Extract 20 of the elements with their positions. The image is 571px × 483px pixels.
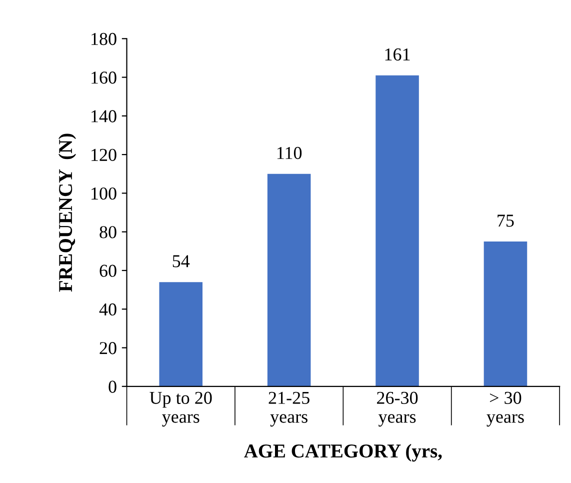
x-tick-label: 21-25 years xyxy=(268,392,310,427)
x-tick-label: Up to 20 years xyxy=(150,392,212,427)
x-axis-title: AGE CATEGORY (yrs, xyxy=(244,444,442,462)
data-label: 161 xyxy=(385,48,410,61)
y-tick-label: 160 xyxy=(92,72,116,84)
y-axis-title: FREQUENCY (N) xyxy=(58,134,76,292)
y-tick-label: 40 xyxy=(99,303,116,316)
x-tick-label: 26-30 years xyxy=(377,392,418,427)
data-label: 54 xyxy=(172,255,190,268)
y-tick-label: 80 xyxy=(100,226,116,238)
y-tick-label: 0 xyxy=(108,380,116,393)
y-tick-label: 60 xyxy=(100,264,116,277)
y-tick-label: 180 xyxy=(92,32,116,46)
y-tick-label: 120 xyxy=(92,148,116,161)
y-tick-label: 20 xyxy=(100,342,116,354)
y-tick-label: 100 xyxy=(92,187,116,200)
x-tick-label: > 30 years xyxy=(486,392,524,427)
data-label: 75 xyxy=(498,214,514,227)
y-tick-label: 140 xyxy=(92,110,116,122)
data-label: 110 xyxy=(277,146,302,160)
